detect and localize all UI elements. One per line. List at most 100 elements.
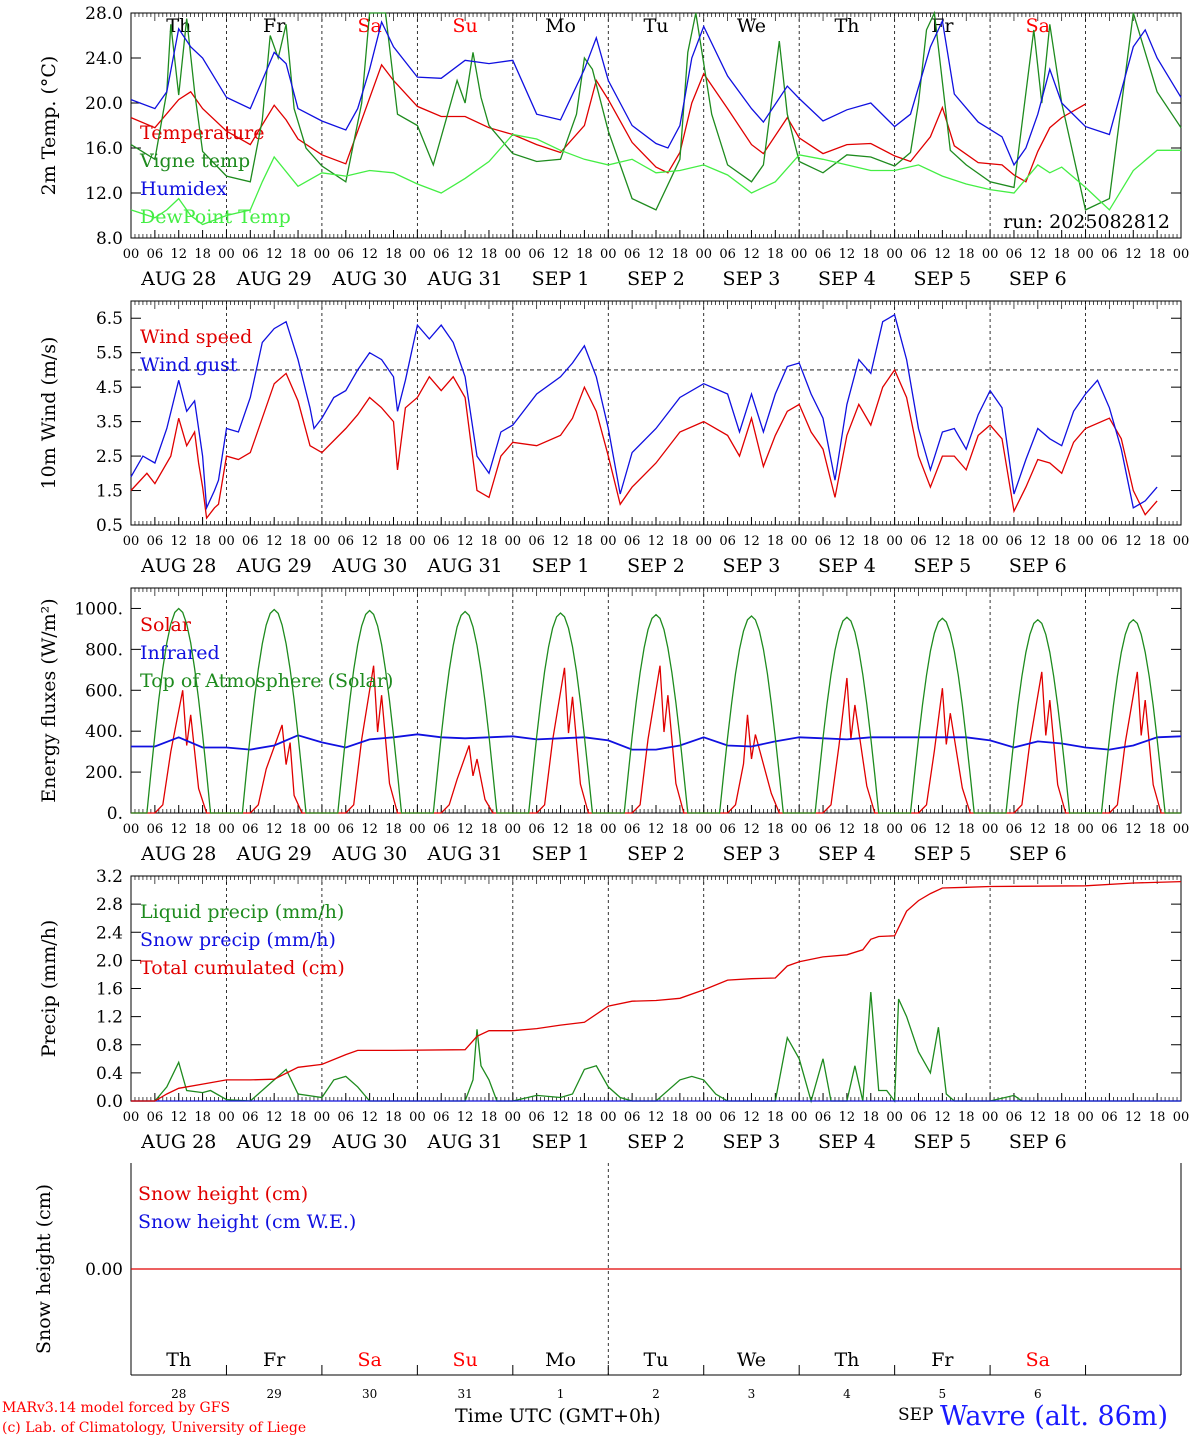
date-label: SEP 1: [532, 843, 590, 865]
hour-tick-label: 00: [1173, 822, 1190, 837]
hour-tick-label: 00: [1173, 247, 1190, 262]
date-label: AUG 30: [331, 843, 407, 865]
hour-tick-label: 06: [147, 247, 164, 262]
y-tick-label: 8.0: [96, 229, 123, 249]
legend-entry: Wind speed: [140, 326, 252, 348]
hour-tick-label: 00: [695, 822, 712, 837]
y-tick-label: 200.: [85, 763, 123, 783]
y-axis-label: 10m Wind (m/s): [38, 337, 60, 490]
hour-tick-label: 06: [1006, 1110, 1023, 1125]
hour-tick-label: 00: [791, 534, 808, 549]
date-label: AUG 31: [427, 843, 503, 865]
day-number: 31: [457, 1387, 472, 1401]
legend-entry: Vigne temp: [139, 150, 250, 172]
date-label: AUG 28: [140, 268, 216, 290]
legend-entry: Liquid precip (mm/h): [140, 901, 344, 923]
hour-tick-label: 00: [791, 822, 808, 837]
hour-tick-label: 18: [767, 1110, 784, 1125]
legend-entry: DewPoint Temp: [140, 206, 291, 228]
y-tick-label: 600.: [85, 681, 123, 701]
weekday-label: Th: [834, 15, 859, 37]
hour-tick-label: 12: [1125, 822, 1142, 837]
date-label: AUG 28: [140, 1131, 216, 1153]
hour-tick-label: 12: [839, 534, 856, 549]
date-label: AUG 29: [236, 555, 312, 577]
y-tick-label: 0.4: [96, 1064, 123, 1084]
hour-tick-label: 00: [1077, 247, 1094, 262]
hour-tick-label: 00: [123, 822, 140, 837]
hour-tick-label: 18: [481, 247, 498, 262]
hour-tick-label: 12: [266, 534, 283, 549]
hour-tick-label: 00: [314, 822, 331, 837]
date-label: SEP 6: [1009, 268, 1067, 290]
hour-tick-label: 18: [767, 534, 784, 549]
date-label: AUG 30: [331, 1131, 407, 1153]
date-label: SEP 6: [1009, 1131, 1067, 1153]
hour-tick-label: 18: [194, 822, 211, 837]
hour-tick-label: 06: [242, 822, 259, 837]
y-tick-label: 16.0: [85, 139, 123, 159]
hour-tick-label: 18: [385, 534, 402, 549]
day-number: 30: [362, 1387, 377, 1401]
hour-tick-label: 00: [886, 822, 903, 837]
hour-tick-label: 12: [457, 822, 474, 837]
weekday-label: Fr: [263, 15, 286, 37]
weekday-label: We: [737, 1349, 766, 1371]
legend-entry: Humidex: [140, 178, 227, 200]
y-tick-label: 2.0: [96, 951, 123, 971]
hour-tick-label: 00: [505, 822, 522, 837]
hour-tick-label: 12: [361, 822, 378, 837]
hour-tick-label: 12: [839, 247, 856, 262]
hour-tick-label: 06: [337, 1110, 354, 1125]
y-tick-label: 3.2: [96, 867, 123, 887]
legend-entry: Solar: [140, 614, 192, 636]
weekday-label: Su: [452, 1349, 477, 1371]
hour-tick-label: 12: [648, 822, 665, 837]
y-tick-label: 24.0: [85, 49, 123, 69]
hour-tick-label: 06: [147, 822, 164, 837]
y-tick-label: 0.0: [96, 1092, 123, 1112]
y-tick-label: 20.0: [85, 94, 123, 114]
hour-tick-label: 18: [576, 822, 593, 837]
legend-entry: Temperature: [140, 122, 264, 144]
y-tick-label: 12.0: [85, 184, 123, 204]
hour-tick-label: 06: [242, 1110, 259, 1125]
hour-tick-label: 18: [672, 1110, 689, 1125]
date-label: SEP 1: [532, 555, 590, 577]
hour-tick-label: 12: [743, 247, 760, 262]
hour-tick-label: 06: [1101, 534, 1118, 549]
legend-entry: Total cumulated (cm): [140, 957, 345, 979]
hour-tick-label: 18: [862, 1110, 879, 1125]
y-tick-label: 0.5: [96, 516, 123, 536]
y-tick-label: 2.5: [96, 447, 123, 467]
hour-tick-label: 18: [958, 247, 975, 262]
y-tick-label: 6.5: [96, 309, 123, 329]
series-line-dewpoint: [130, 133, 1181, 226]
hour-tick-label: 18: [576, 247, 593, 262]
hour-tick-label: 18: [385, 247, 402, 262]
hour-tick-label: 12: [361, 534, 378, 549]
date-label: SEP 6: [1009, 843, 1067, 865]
hour-tick-label: 18: [1053, 534, 1070, 549]
day-number: 6: [1034, 1387, 1042, 1401]
hour-tick-label: 12: [648, 1110, 665, 1125]
date-label: SEP 5: [913, 555, 971, 577]
series-line-temperature: [130, 63, 1086, 183]
hour-tick-label: 00: [314, 534, 331, 549]
hour-tick-label: 12: [839, 822, 856, 837]
hour-tick-label: 12: [1030, 1110, 1047, 1125]
hour-tick-label: 12: [457, 1110, 474, 1125]
hour-tick-label: 00: [886, 247, 903, 262]
hour-tick-label: 18: [672, 534, 689, 549]
hour-tick-label: 06: [624, 822, 641, 837]
date-label: AUG 30: [331, 555, 407, 577]
hour-tick-label: 06: [719, 1110, 736, 1125]
date-label: SEP 2: [627, 268, 685, 290]
hour-tick-label: 12: [266, 247, 283, 262]
lab-credit: (c) Lab. of Climatology, University of L…: [2, 1420, 307, 1436]
weekday-label: Mo: [545, 15, 576, 37]
hour-tick-label: 06: [433, 1110, 450, 1125]
date-label: SEP 3: [723, 268, 781, 290]
date-label: AUG 31: [427, 1131, 503, 1153]
hour-tick-label: 12: [648, 534, 665, 549]
